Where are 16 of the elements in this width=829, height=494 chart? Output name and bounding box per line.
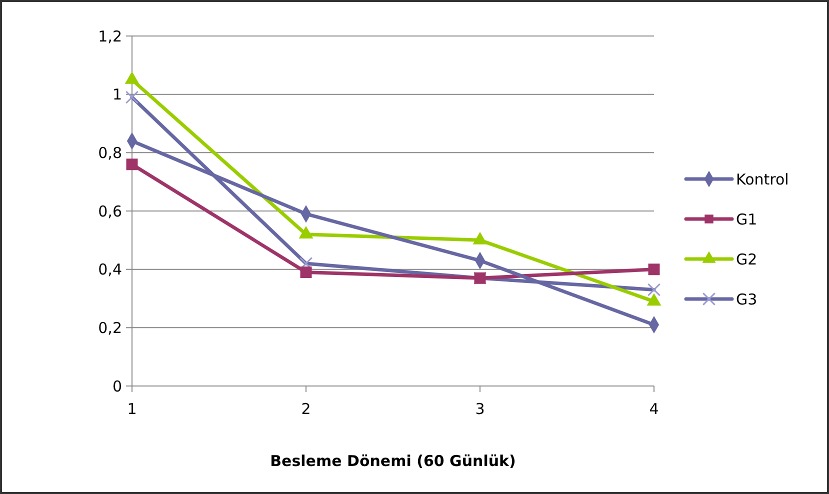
y-tick-label: 1 [112, 86, 122, 104]
y-tick-label: 0 [112, 377, 122, 396]
y-tick-label: 0,6 [98, 202, 122, 220]
x-tick-label: 1 [127, 400, 137, 418]
legend-label: G2 [736, 250, 758, 268]
x-tick-label: 4 [649, 400, 659, 418]
y-tick-label: 0,4 [98, 260, 122, 279]
x-tick-label: 2 [301, 400, 311, 418]
x-axis-title: Besleme Dönemi (60 Günlük) [270, 452, 516, 470]
legend-label: G3 [736, 290, 758, 308]
legend-label: Kontrol [736, 170, 789, 188]
y-tick-label: 1,2 [98, 27, 122, 46]
x-tick-label: 3 [475, 400, 485, 418]
y-tick-label: 0,8 [98, 144, 122, 162]
legend-label: G1 [736, 210, 758, 228]
y-tick-label: 0,2 [98, 318, 122, 337]
